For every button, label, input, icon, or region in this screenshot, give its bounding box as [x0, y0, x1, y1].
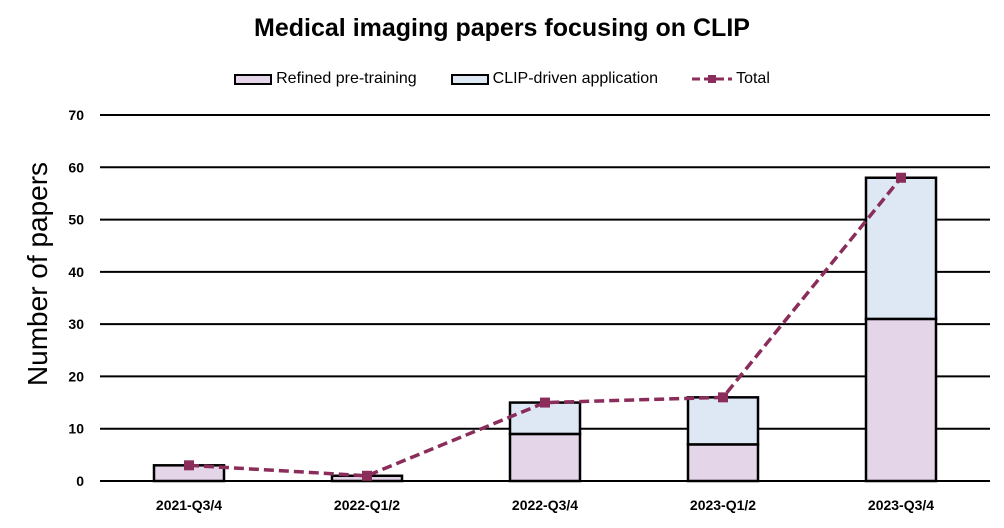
- total-marker-2021-Q3/4: [184, 460, 194, 471]
- y-tick-label-30: 30: [68, 316, 84, 332]
- total-marker-2022-Q3/4: [540, 397, 550, 408]
- bar-2022-Q3/4-series-0: [508, 432, 582, 483]
- x-tick-label-2021-Q3/4: 2021-Q3/4: [156, 497, 222, 513]
- y-tick-label-60: 60: [68, 159, 84, 175]
- y-tick-label-10: 10: [68, 421, 84, 437]
- legend-label-clip-driven-application: CLIP-driven application: [492, 70, 659, 87]
- x-tick-label-2022-Q1/2: 2022-Q1/2: [334, 497, 400, 513]
- legend-swatch-clip-driven-application: [450, 73, 489, 85]
- x-tick-label-2023-Q1/2: 2023-Q1/2: [690, 497, 756, 513]
- legend-label-total: Total: [736, 70, 770, 87]
- bar-2023-Q3/4-series-1: [864, 176, 938, 321]
- legend-item-total: Total: [692, 70, 770, 88]
- legend-item-clip-driven-application: CLIP-driven application: [450, 70, 659, 88]
- legend-swatch-total: [692, 75, 733, 83]
- y-tick-label-40: 40: [68, 264, 84, 280]
- legend: Refined pre-training CLIP-driven applica…: [0, 68, 1004, 90]
- y-tick-label-50: 50: [68, 212, 84, 228]
- total-marker-2022-Q1/2: [362, 470, 372, 481]
- bar-2023-Q3/4-series-0: [864, 317, 938, 483]
- bar-2023-Q1/2-series-0: [686, 443, 760, 483]
- bar-2023-Q1/2-series-1: [686, 396, 760, 446]
- total-marker-2023-Q1/2: [718, 392, 728, 403]
- chart-title: Medical imaging papers focusing on CLIP: [254, 14, 750, 42]
- y-tick-label-0: 0: [76, 473, 84, 489]
- legend-item-refined-pretraining: Refined pre-training: [234, 70, 417, 88]
- total-marker-2023-Q3/4: [896, 172, 906, 183]
- legend-swatch-refined-pretraining: [234, 73, 273, 85]
- y-tick-label-20: 20: [68, 368, 84, 384]
- x-tick-label-2022-Q3/4: 2022-Q3/4: [512, 497, 578, 513]
- x-tick-label-2023-Q3/4: 2023-Q3/4: [868, 497, 934, 513]
- legend-label-refined-pretraining: Refined pre-training: [276, 70, 417, 87]
- y-tick-label-70: 70: [68, 107, 84, 123]
